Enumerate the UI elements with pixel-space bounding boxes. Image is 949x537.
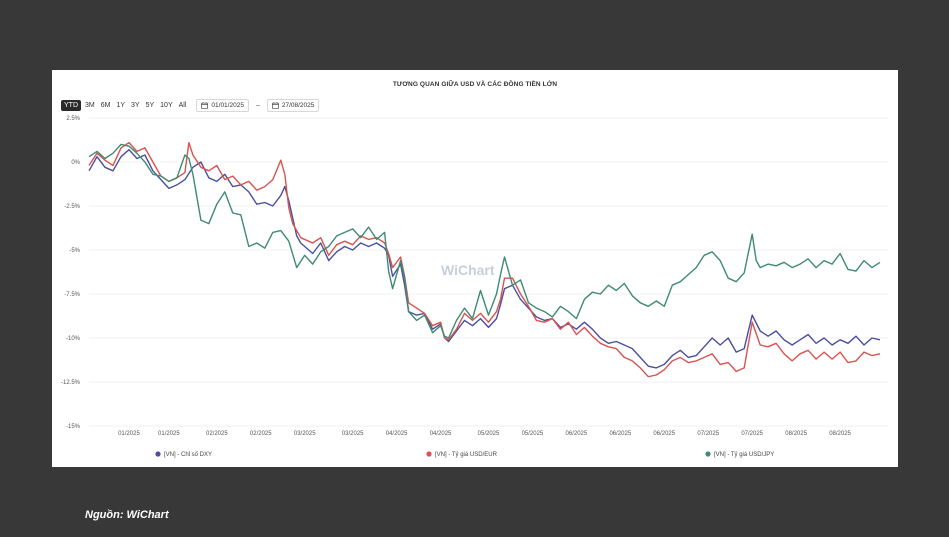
range-button-10y[interactable]: 10Y	[160, 101, 173, 109]
date-to-field[interactable]: 27/08/2025	[266, 98, 320, 112]
legend-marker	[155, 451, 161, 457]
x-tick-label: 06/2025	[609, 431, 631, 437]
date-from-field[interactable]: 01/01/2025	[196, 98, 249, 112]
range-button-6m[interactable]: 6M	[100, 101, 111, 109]
range-button-5y[interactable]: 5Y	[145, 101, 155, 109]
x-tick-label: 06/2025	[653, 431, 675, 437]
chart-title: TƯƠNG QUAN GIỮA USD VÀ CÁC ĐỒNG TIỀN LỚN	[392, 81, 558, 88]
range-button-3y[interactable]: 3Y	[131, 101, 140, 109]
calendar-icon	[271, 101, 279, 109]
x-tick-label: 01/2025	[118, 431, 140, 437]
source-caption: Nguồn: WiChart	[85, 509, 169, 521]
y-tick-label: -2.5%	[64, 204, 80, 210]
x-tick-label: 02/2025	[206, 431, 228, 437]
y-tick-label: -10%	[66, 336, 81, 342]
y-tick-label: -5%	[69, 248, 80, 254]
x-axis: 01/2025 01/2025 02/2025 02/2025 03/2025 03/20…	[118, 431, 851, 437]
line-chart: 2.5% 0% -2.5% -5% -7.5% -10% -12.5% -15% WiChar…	[61, 116, 888, 458]
legend-item[interactable]: [VN] - Tỷ giá USD/JPY	[705, 451, 774, 458]
range-button-all[interactable]: All	[178, 101, 187, 109]
x-tick-label: 08/2025	[785, 431, 807, 437]
x-tick-label: 03/2025	[342, 431, 364, 437]
legend-item[interactable]: [VN] - Tỷ giá USD/EUR	[426, 451, 498, 458]
legend-item[interactable]: [VN] - Chỉ số DXY	[155, 451, 212, 458]
x-tick-label: 05/2025	[522, 431, 544, 437]
y-axis: 2.5% 0% -2.5% -5% -7.5% -10% -12.5% -15%	[61, 116, 81, 430]
range-button-1y[interactable]: 1Y	[116, 101, 126, 109]
y-tick-label: 2.5%	[66, 116, 80, 122]
grid-layer	[89, 117, 888, 427]
watermark-logo: WiChart	[441, 262, 495, 278]
x-tick-label: 06/2025	[566, 431, 588, 437]
series-layer	[88, 141, 881, 378]
legend-label: [VN] - Tỷ giá USD/EUR	[435, 451, 498, 458]
y-tick-label: 0%	[71, 160, 80, 166]
legend-label: [VN] - Tỷ giá USD/JPY	[714, 451, 774, 458]
y-tick-label: -15%	[66, 424, 81, 430]
legend-label: [VN] - Chỉ số DXY	[164, 451, 212, 458]
x-tick-label: 03/2025	[294, 431, 316, 437]
range-button-3m[interactable]: 3M	[85, 101, 95, 109]
chart-panel: TƯƠNG QUAN GIỮA USD VÀ CÁC ĐỒNG TIỀN LỚN…	[52, 70, 898, 467]
x-tick-label: 01/2025	[158, 431, 180, 437]
x-tick-label: 04/2025	[430, 431, 452, 437]
legend: [VN] - Chỉ số DXY [VN] - Tỷ giá USD/EUR [V…	[155, 451, 774, 458]
x-tick-label: 02/2025	[250, 431, 272, 437]
date-to-value: 27/08/2025	[281, 101, 315, 109]
calendar-icon	[201, 101, 209, 109]
date-from-value: 01/01/2025	[211, 101, 244, 109]
series-line-1	[88, 149, 881, 369]
series-line-2	[88, 141, 881, 378]
y-tick-label: -7.5%	[64, 292, 80, 298]
series-line-3	[88, 143, 881, 339]
x-tick-label: 07/2025	[697, 431, 719, 437]
x-tick-label: 05/2025	[478, 431, 500, 437]
date-separator: –	[255, 101, 260, 109]
legend-marker	[426, 451, 432, 457]
range-button-ytd[interactable]: YTD	[61, 99, 81, 111]
x-tick-label: 08/2025	[829, 431, 851, 437]
legend-marker	[705, 451, 711, 457]
x-tick-label: 04/2025	[386, 431, 408, 437]
y-tick-label: -12.5%	[61, 380, 81, 386]
x-tick-label: 07/2025	[741, 431, 763, 437]
range-selector: YTD 3M 6M 1Y 3Y 5Y 10Y All 01/01/2025 – …	[61, 98, 320, 112]
